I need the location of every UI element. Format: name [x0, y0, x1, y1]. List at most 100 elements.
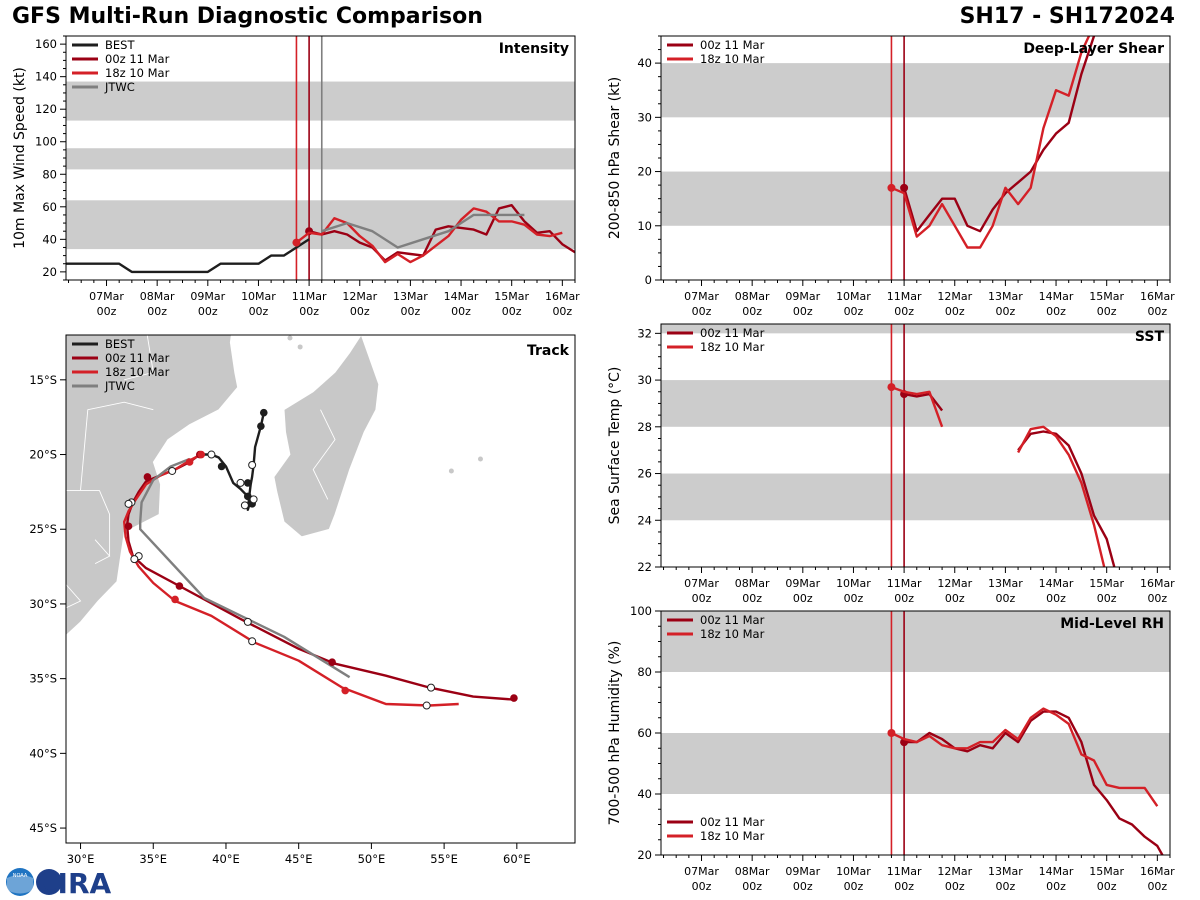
- series-line-run18: [890, 36, 1091, 249]
- y-tick-label: 28: [637, 420, 652, 434]
- cira-logo-globe: [36, 869, 62, 895]
- x-tick-sublabel: 00z: [945, 305, 965, 318]
- border-line: [98, 490, 111, 557]
- x-tick-sublabel: 00z: [97, 305, 117, 318]
- panel-title: Intensity: [499, 41, 569, 57]
- y-tick-label: 20: [637, 848, 652, 862]
- x-tick-sublabel: 00z: [996, 880, 1016, 893]
- x-tick-sublabel: 00z: [742, 305, 762, 318]
- y-tick-label: 32: [637, 326, 652, 340]
- plot-area: [661, 324, 1170, 567]
- x-tick-sublabel: 00z: [742, 592, 762, 605]
- intensity-panel: 07Mar 00z 08Mar 00z 09Mar 00z 10Mar 00z 11Mar 00z…: [12, 35, 580, 318]
- track-point-12z-best: [207, 450, 216, 459]
- y-tick-label: 40°S: [29, 746, 57, 760]
- x-tick-sublabel: 00z: [793, 592, 813, 605]
- x-tick-label: 15Mar: [1089, 290, 1124, 303]
- x-tick-sublabel: 00z: [945, 880, 965, 893]
- x-tick-sublabel: 00z: [844, 880, 864, 893]
- x-tick-sublabel: 00z: [401, 305, 421, 318]
- x-tick-label: 11Mar: [887, 290, 922, 303]
- track-point-00z-run00: [175, 582, 184, 590]
- border-line: [94, 539, 111, 564]
- track-point-00z-best: [243, 479, 252, 487]
- x-tick-sublabel: 00z: [894, 880, 914, 893]
- y-tick-label: 35°S: [29, 672, 57, 686]
- axes-frame: [65, 334, 576, 844]
- x-tick-sublabel: 00z: [198, 305, 218, 318]
- x-tick-sublabel: 00z: [945, 592, 965, 605]
- x-tick-label: 08Mar: [140, 290, 175, 303]
- track-point-00z-best: [259, 408, 268, 417]
- series-line-best: [66, 238, 310, 274]
- y-tick-label: 25°S: [29, 522, 57, 536]
- track-point-00z-best: [217, 462, 226, 471]
- legend-label: JTWC: [104, 379, 135, 393]
- x-tick-label: 13Mar: [393, 290, 428, 303]
- axes-frame: [660, 323, 1171, 568]
- x-tick-label: 09Mar: [190, 290, 225, 303]
- legend-label: 00z 11 Mar: [700, 613, 765, 627]
- y-tick-label: 30°S: [29, 597, 57, 611]
- plot-area: [661, 36, 1170, 280]
- x-tick-label: 16Mar: [1140, 577, 1175, 590]
- x-tick-label: 40°E: [212, 852, 240, 866]
- x-tick-label: 15Mar: [1089, 865, 1124, 878]
- y-tick-label: 80: [637, 665, 652, 679]
- y-tick-label: 10: [637, 219, 652, 233]
- x-tick-label: 14Mar: [1039, 290, 1074, 303]
- y-axis-label: 200-850 hPa Shear (kt): [607, 77, 623, 239]
- x-tick-sublabel: 00z: [299, 305, 319, 318]
- rh-panel: 07Mar 00z 08Mar 00z 09Mar 00z 10Mar 00z 11Mar 00z…: [607, 604, 1175, 893]
- legend-label: 00z 11 Mar: [700, 815, 765, 829]
- y-tick-label: 140: [35, 70, 57, 84]
- track-point-00z-run00: [328, 658, 336, 667]
- x-tick-label: 30°E: [67, 852, 95, 866]
- panel-title: Track: [527, 343, 570, 359]
- track-line-jtwc: [138, 457, 351, 679]
- threshold-band: [661, 380, 1170, 427]
- x-tick-label: 15Mar: [1089, 577, 1124, 590]
- x-tick-label: 08Mar: [735, 577, 770, 590]
- map-area: [66, 335, 518, 710]
- x-tick-label: 10Mar: [836, 577, 871, 590]
- y-tick-label: 160: [35, 37, 57, 51]
- y-axis-label: 700-500 hPa Humidity (%): [607, 641, 623, 826]
- y-axis-label: Sea Surface Temp (°C): [607, 367, 623, 525]
- x-tick-sublabel: 00z: [147, 305, 167, 318]
- x-tick-sublabel: 00z: [1147, 592, 1167, 605]
- threshold-band: [661, 171, 1170, 226]
- panel-title: Mid-Level RH: [1060, 616, 1164, 632]
- legend-label: BEST: [105, 38, 135, 52]
- island: [448, 468, 454, 474]
- y-tick-label: 26: [637, 467, 652, 481]
- x-tick-label: 08Mar: [735, 865, 770, 878]
- x-tick-label: 13Mar: [988, 577, 1023, 590]
- x-tick-sublabel: 00z: [451, 305, 471, 318]
- y-tick-label: 120: [35, 102, 57, 116]
- x-tick-label: 07Mar: [684, 290, 719, 303]
- x-tick-label: 16Mar: [545, 290, 580, 303]
- legend-label: BEST: [105, 337, 135, 351]
- x-tick-label: 11Mar: [887, 865, 922, 878]
- y-tick-label: 60: [42, 200, 57, 214]
- track-point-00z-run18: [341, 686, 350, 695]
- x-tick-sublabel: 00z: [844, 305, 864, 318]
- y-tick-label: 24: [637, 513, 652, 527]
- x-tick-label: 07Mar: [89, 290, 124, 303]
- x-tick-sublabel: 00z: [844, 592, 864, 605]
- y-tick-label: 30: [637, 110, 652, 124]
- x-tick-sublabel: 00z: [1097, 305, 1117, 318]
- x-tick-label: 13Mar: [988, 865, 1023, 878]
- y-tick-label: 80: [42, 167, 57, 181]
- border-line: [312, 409, 336, 500]
- x-tick-label: 16Mar: [1140, 290, 1175, 303]
- x-tick-label: 07Mar: [684, 577, 719, 590]
- x-tick-label: 12Mar: [937, 577, 972, 590]
- x-tick-label: 16Mar: [1140, 865, 1175, 878]
- track-point-00z-run00: [143, 473, 152, 481]
- x-tick-sublabel: 00z: [552, 305, 572, 318]
- series-line-run18: [1017, 425, 1106, 567]
- x-tick-label: 09Mar: [785, 865, 820, 878]
